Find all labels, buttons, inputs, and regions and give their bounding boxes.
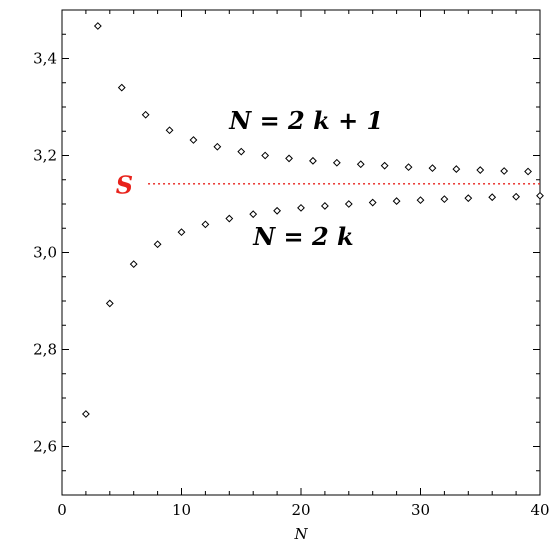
data-point: [201, 220, 210, 229]
annotation-label: S: [116, 170, 133, 199]
y-tick-label: 3,0: [33, 244, 57, 262]
data-point: [416, 196, 425, 205]
data-point: [356, 160, 365, 169]
data-point: [189, 136, 198, 144]
annotation-label: N = 2 k + 1: [228, 106, 383, 135]
data-point: [404, 163, 413, 172]
annotations: N = 2 k + 1 N = 2 k S: [116, 106, 383, 251]
data-point: [488, 193, 497, 202]
x-tick-label: 20: [291, 501, 310, 519]
data-point: [237, 147, 246, 156]
data-point: [464, 194, 473, 203]
x-tick-label: 10: [172, 501, 191, 519]
x-tick-label: 0: [57, 501, 67, 519]
data-point: [225, 214, 234, 223]
data-point: [273, 206, 282, 215]
data-point: [512, 192, 521, 201]
data-point: [93, 22, 102, 30]
y-tick-label: 2,6: [33, 438, 57, 456]
axis-labels: 0 10 20 30 40 2,6 2,8 3,0 3,2 3,4 N: [33, 50, 549, 544]
x-tick-label: 30: [411, 501, 430, 519]
data-point: [129, 260, 138, 269]
x-axis-title: N: [293, 525, 308, 543]
y-tick-label: 2,8: [33, 341, 57, 359]
data-point: [141, 110, 150, 119]
data-point: [105, 299, 114, 308]
data-point: [368, 198, 377, 207]
data-point: [476, 166, 485, 174]
data-point: [261, 151, 270, 160]
data-point: [380, 161, 389, 170]
plot-border: [61, 9, 541, 496]
y-tick-label: 3,2: [33, 147, 57, 165]
data-point: [249, 210, 258, 219]
data-point: [440, 195, 449, 204]
annotation-label: N = 2 k: [252, 222, 353, 251]
data-point: [285, 154, 293, 163]
x-tick-label: 40: [530, 501, 549, 519]
data-point: [500, 167, 509, 175]
data-point: [452, 165, 461, 173]
data-point: [536, 191, 544, 200]
data-point: [81, 410, 90, 418]
data-point: [165, 126, 174, 135]
data-point: [344, 200, 353, 208]
data-point: [392, 197, 401, 205]
data-point: [428, 164, 437, 173]
data-point: [524, 167, 532, 176]
data-point: [213, 142, 222, 151]
data-point: [332, 158, 341, 167]
axis-ticks: [61, 9, 541, 496]
y-tick-label: 3,4: [33, 50, 57, 68]
data-point: [320, 202, 329, 210]
data-point: [117, 83, 126, 92]
plot-frame: [61, 9, 541, 496]
data-point: [297, 203, 305, 212]
data-point: [309, 156, 317, 165]
data-points: [81, 22, 544, 418]
data-point: [153, 240, 162, 249]
data-point: [177, 228, 186, 237]
